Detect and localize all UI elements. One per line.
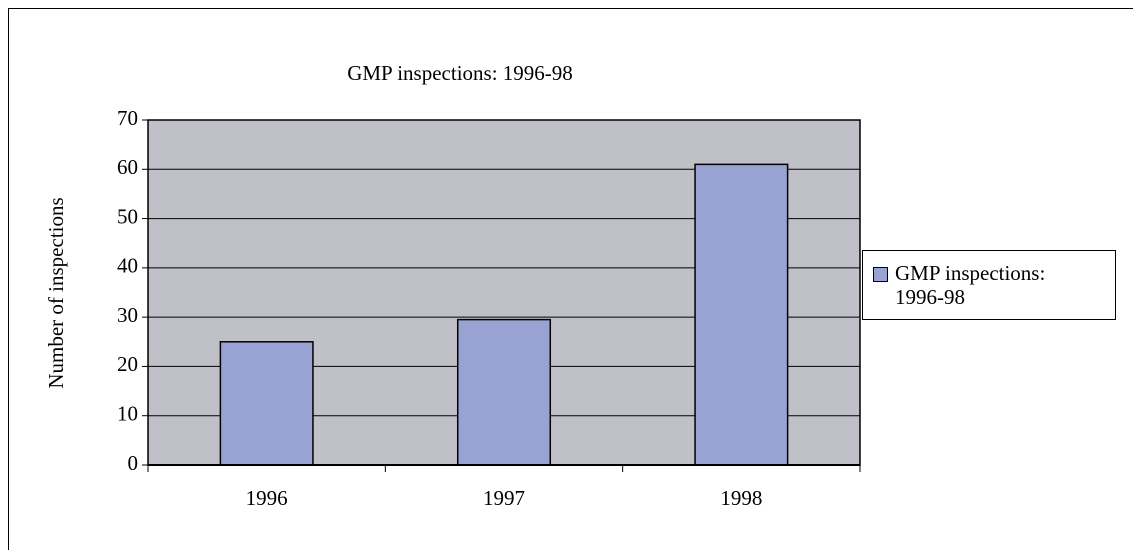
y-tick-label: 40 (117, 254, 138, 278)
bar (219, 341, 314, 466)
y-tick-label: 60 (117, 155, 138, 179)
bar (694, 163, 789, 466)
y-tick-label: 0 (128, 451, 139, 475)
y-tick-label: 70 (117, 106, 138, 130)
y-tick-label: 50 (117, 204, 138, 228)
x-tick-label: 1997 (483, 486, 525, 510)
y-axis-label: Number of inspections (44, 197, 68, 388)
bar (456, 318, 552, 466)
chart-border (8, 8, 1133, 550)
legend: GMP inspections: 1996-98 (862, 250, 1116, 320)
y-tick-label: 30 (117, 303, 138, 327)
chart-title: GMP inspections: 1996-98 (347, 61, 573, 85)
legend-swatch (873, 267, 888, 282)
y-tick-label: 20 (117, 352, 138, 376)
y-tick-label: 10 (117, 402, 138, 426)
legend-label: GMP inspections: 1996-98 (895, 261, 1046, 309)
x-tick-label: 1996 (246, 486, 288, 510)
x-tick-label: 1998 (720, 486, 762, 510)
